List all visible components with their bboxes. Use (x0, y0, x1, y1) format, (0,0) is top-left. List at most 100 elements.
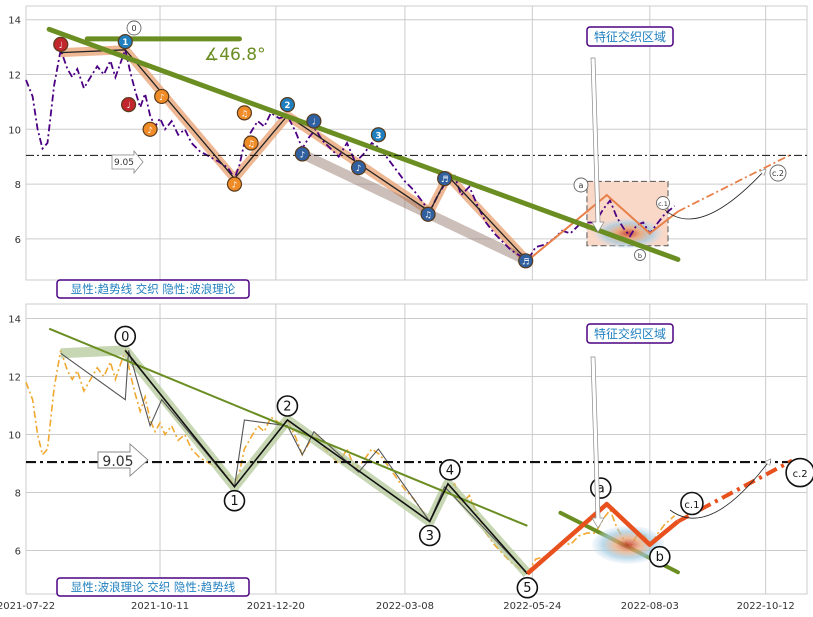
wave-marker (518, 253, 534, 269)
wave-label: 0 (131, 24, 136, 33)
wave-marker (243, 135, 259, 151)
wave-marker-glyph: ♪ (159, 93, 164, 103)
wave-label: 4 (446, 463, 454, 478)
angle-label: ∡46.8° (204, 45, 266, 65)
wave-label-circle (680, 491, 704, 516)
wave-label-circle (634, 249, 646, 261)
wave-marker-glyph: ♬ (441, 175, 449, 185)
ref-arrow-box (111, 149, 144, 175)
bottom-y-tick-labels: 6 8 10 12 14 (8, 315, 21, 558)
wave-marker-glyph: ♩ (59, 41, 63, 51)
panel-label: 显性:波浪理论 交织 隐性:趋势线 (71, 580, 236, 594)
wave-marker-glyph: ♪ (147, 126, 152, 136)
forecast-extension (676, 458, 794, 524)
wave-marker (279, 97, 296, 113)
wave-label-circle (769, 164, 787, 182)
wave-marker-glyph: ♩ (312, 118, 316, 128)
wave-label: 2 (283, 400, 291, 415)
forecast-extension (677, 153, 793, 213)
wave-detail (60, 350, 528, 575)
ref-arrow-box (97, 442, 149, 478)
wave-marker (294, 146, 310, 162)
wave-marker (117, 34, 133, 50)
wave-marker-glyph: 2 (284, 101, 290, 111)
wave-marker-glyph: ♬ (522, 257, 530, 267)
top-panel: 6 8 10 12 14 ♩ 1 ♩ ♪ ♪ ♪ ♫ ♫ 2 ♪ ♩ ♪ 3 ♫ ♬ ♬ 0 a b c.1 c.2 ∡46.8… (8, 5, 808, 299)
wave-label: c.1 (684, 500, 699, 511)
wave-marker (350, 160, 367, 176)
box-label-arrow (590, 356, 605, 529)
x-tick-label: 2022-10-12 (737, 601, 795, 612)
wave-marker-glyph: ♫ (247, 140, 255, 150)
wave-label-circle (276, 395, 299, 417)
wave-marker (236, 105, 253, 121)
ref-arrow-label: 9.05 (114, 158, 134, 168)
wave-marker (53, 36, 69, 52)
wave-marker (226, 176, 243, 192)
box-label: 特征交织区域 (594, 326, 666, 341)
wave-marker (420, 206, 436, 222)
wave-label: a (597, 482, 605, 497)
y-tick-label: 10 (8, 125, 21, 136)
wave-label-circle (656, 196, 670, 210)
top-markers: ♩ 1 ♩ ♪ ♪ ♪ ♫ ♫ 2 ♪ ♩ ♪ 3 ♫ ♬ ♬ (53, 34, 534, 269)
top-grid (25, 6, 807, 280)
y-tick-label: 12 (8, 373, 21, 384)
wave-label: 3 (426, 529, 434, 544)
wave-label-circle (439, 458, 461, 481)
x-tick-label: 2022-08-03 (621, 601, 679, 612)
wave-label-circle (223, 489, 246, 512)
wave-marker-glyph: 1 (122, 38, 128, 48)
box-label: 特征交织区域 (594, 29, 666, 44)
wave-label-circle (418, 524, 441, 547)
x-tick-labels: 2021-07-22 2021-10-11 2021-12-20 2022-03-08… (0, 601, 795, 612)
y-tick-label: 6 (15, 547, 21, 558)
y-tick-label: 14 (8, 16, 21, 27)
box-label-arrow (590, 57, 605, 233)
x-tick-label: 2022-05-24 (503, 601, 561, 612)
panel-label: 显性:趋势线 交织 隐性:波浪理论 (71, 282, 236, 296)
c-curve-arrow (669, 460, 770, 519)
y-tick-label: 6 (15, 235, 21, 246)
wave-label: c.2 (772, 169, 784, 178)
impulse-wave (124, 349, 528, 575)
wave-label: c.1 (658, 200, 668, 208)
x-tick-label: 2021-07-22 (0, 601, 55, 612)
wave-label: b (638, 252, 642, 260)
wave-label-circle (114, 325, 137, 348)
y-tick-label: 12 (8, 71, 21, 82)
trendline (46, 26, 681, 262)
wave-marker-glyph: ♫ (424, 211, 432, 221)
trendline (48, 327, 528, 527)
panel-label-frame (56, 577, 250, 597)
top-y-tick-labels: 6 8 10 12 14 (8, 16, 21, 246)
wave-label-circle (516, 576, 539, 599)
correction-wave (525, 501, 680, 576)
wave-marker-glyph: ♩ (127, 101, 131, 111)
wave-band-lower (300, 149, 530, 266)
bottom-wave-path (124, 349, 794, 576)
c-curve-arrow (664, 170, 765, 220)
wave-marker-glyph: ♫ (241, 109, 249, 119)
wave-label-circle (573, 177, 589, 193)
bottom-grid (25, 304, 807, 594)
wave-marker (120, 97, 137, 113)
x-tick-label: 2021-10-11 (131, 601, 189, 612)
wave-marker-glyph: ♪ (300, 150, 305, 160)
wave-label-circle (126, 20, 142, 36)
wave-label-circle (649, 545, 671, 568)
x-tick-label: 2021-12-20 (247, 601, 305, 612)
wave-marker-glyph: ♪ (232, 181, 237, 191)
y-tick-label: 10 (8, 431, 21, 442)
wave-label: c.2 (793, 469, 808, 480)
wave-label: a (579, 181, 584, 190)
wave-marker (154, 88, 170, 105)
y-tick-label: 14 (8, 315, 21, 326)
interweave-blob (594, 218, 663, 249)
forecast-path (526, 193, 679, 262)
top-plot-area (25, 5, 808, 281)
